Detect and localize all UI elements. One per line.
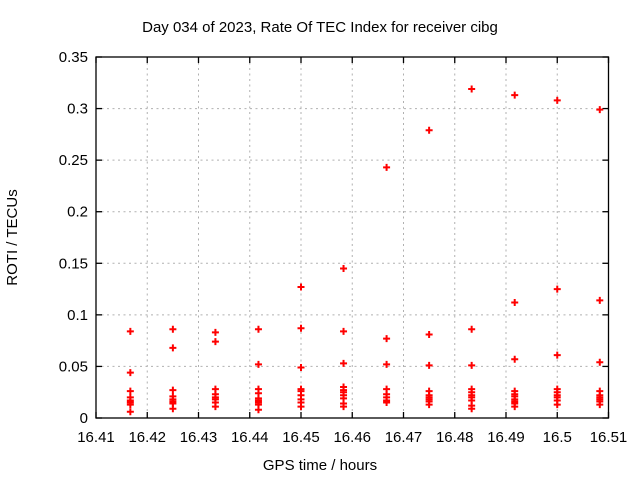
- data-point: [340, 327, 348, 335]
- data-point: [254, 325, 262, 333]
- x-tick-label: 16.5: [543, 429, 572, 446]
- data-point: [511, 298, 519, 306]
- data-point: [383, 335, 391, 343]
- data-point: [383, 360, 391, 368]
- data-point: [297, 283, 305, 291]
- chart-title: Day 034 of 2023, Rate Of TEC Index for r…: [142, 19, 498, 36]
- y-tick-label: 0.35: [59, 49, 88, 66]
- y-tick-label: 0.2: [67, 204, 88, 221]
- data-point: [596, 358, 604, 366]
- data-point: [596, 106, 604, 114]
- data-point: [425, 330, 433, 338]
- data-point: [340, 264, 348, 272]
- data-point: [340, 359, 348, 367]
- x-tick-label: 16.48: [436, 429, 474, 446]
- y-tick-label: 0: [80, 410, 88, 427]
- x-tick-label: 16.44: [231, 429, 269, 446]
- data-point: [511, 403, 519, 411]
- x-axis-label: GPS time / hours: [263, 457, 377, 474]
- data-point: [511, 355, 519, 363]
- x-tick-label: 16.45: [282, 429, 320, 446]
- data-point: [169, 325, 177, 333]
- x-tick-label: 16.41: [77, 429, 115, 446]
- data-point: [553, 96, 561, 104]
- y-axis-label: ROTI / TECUs: [4, 189, 21, 285]
- data-point: [211, 328, 219, 336]
- data-point: [468, 325, 476, 333]
- data-point: [468, 361, 476, 369]
- data-point: [211, 338, 219, 346]
- y-tick-label: 0.1: [67, 307, 88, 324]
- plot-border: [95, 56, 610, 419]
- data-point: [169, 344, 177, 352]
- data-point: [383, 399, 391, 407]
- data-point: [553, 285, 561, 293]
- y-tick-label: 0.3: [67, 101, 88, 118]
- y-tick-label: 0.15: [59, 255, 88, 272]
- data-point: [340, 403, 348, 411]
- data-point: [297, 363, 305, 371]
- data-point: [211, 403, 219, 411]
- data-point: [553, 351, 561, 359]
- x-tick-label: 16.49: [487, 429, 525, 446]
- data-point: [468, 85, 476, 93]
- data-point: [383, 163, 391, 171]
- data-point: [126, 369, 134, 377]
- data-point: [126, 408, 134, 416]
- data-point: [468, 405, 476, 413]
- y-tick-label: 0.25: [59, 152, 88, 169]
- x-tick-label: 16.51: [590, 429, 628, 446]
- data-point: [169, 405, 177, 413]
- y-tick-label: 0.05: [59, 358, 88, 375]
- data-point: [126, 387, 134, 395]
- x-tick-label: 16.43: [180, 429, 218, 446]
- data-point: [425, 361, 433, 369]
- data-point: [126, 327, 134, 335]
- data-point: [553, 401, 561, 409]
- data-point: [297, 403, 305, 411]
- x-tick-label: 16.46: [333, 429, 371, 446]
- data-point: [511, 91, 519, 99]
- data-point: [596, 296, 604, 304]
- data-point: [254, 360, 262, 368]
- data-point: [425, 401, 433, 409]
- data-point: [596, 401, 604, 409]
- data-point: [297, 324, 305, 332]
- data-point: [169, 386, 177, 394]
- data-point: [425, 126, 433, 134]
- x-tick-label: 16.42: [128, 429, 166, 446]
- data-point: [126, 401, 134, 409]
- x-tick-label: 16.47: [385, 429, 423, 446]
- data-point: [254, 406, 262, 414]
